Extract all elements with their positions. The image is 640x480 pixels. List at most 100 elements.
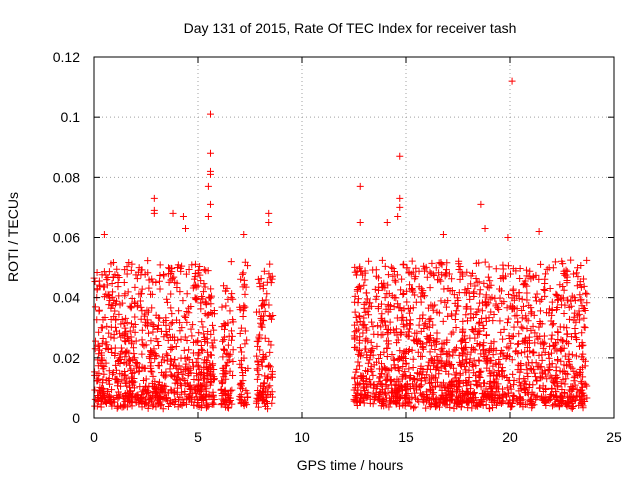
data-point <box>412 298 420 306</box>
data-point <box>140 364 148 372</box>
data-point <box>571 372 579 380</box>
data-point <box>398 275 406 283</box>
data-point <box>442 269 450 277</box>
data-point <box>420 321 428 329</box>
data-point <box>394 356 402 364</box>
data-point <box>579 404 587 412</box>
data-point <box>185 382 193 390</box>
data-point <box>189 338 197 346</box>
data-point <box>550 378 558 386</box>
data-point <box>178 262 186 270</box>
data-point <box>225 356 233 364</box>
data-point <box>381 294 389 302</box>
data-point <box>461 289 469 297</box>
data-point <box>470 327 478 335</box>
data-point <box>388 292 396 300</box>
data-point <box>490 338 498 346</box>
data-point <box>507 339 515 347</box>
data-point <box>194 361 202 369</box>
data-point <box>226 387 234 395</box>
data-point <box>422 263 430 271</box>
data-point <box>172 343 180 351</box>
data-point <box>111 344 119 352</box>
data-point <box>154 325 162 333</box>
data-point <box>264 405 272 413</box>
data-point <box>108 402 116 410</box>
data-point <box>197 305 205 313</box>
data-point <box>193 294 201 302</box>
data-point <box>167 276 175 284</box>
data-point <box>569 402 577 410</box>
data-point <box>237 356 245 364</box>
data-point <box>366 395 374 403</box>
data-point <box>176 380 184 388</box>
data-point <box>149 402 157 410</box>
data-point <box>357 267 365 275</box>
data-point <box>574 264 582 272</box>
data-point <box>496 285 503 293</box>
data-point <box>131 283 139 291</box>
data-point <box>429 395 437 403</box>
data-point <box>563 273 571 281</box>
data-point <box>228 386 236 394</box>
data-point <box>204 371 212 379</box>
data-point <box>378 381 386 389</box>
data-point <box>509 287 517 295</box>
data-point <box>367 348 375 356</box>
data-point <box>539 387 547 395</box>
data-point <box>394 336 402 344</box>
data-point <box>229 295 237 303</box>
data-point <box>571 324 579 332</box>
data-point <box>565 402 573 410</box>
data-point <box>133 275 141 283</box>
data-point <box>390 361 398 369</box>
data-point <box>556 401 564 409</box>
data-point <box>411 389 419 397</box>
data-point <box>503 343 511 351</box>
data-point <box>383 337 391 345</box>
data-point <box>102 376 110 384</box>
data-point <box>462 311 470 319</box>
data-point <box>539 338 547 346</box>
data-point <box>167 360 175 368</box>
data-point <box>114 279 122 287</box>
data-point <box>469 345 477 353</box>
data-point <box>386 399 394 407</box>
outlier-point <box>206 110 214 118</box>
data-point <box>363 308 371 316</box>
data-point <box>91 345 99 353</box>
data-point <box>415 267 423 275</box>
data-point <box>390 393 398 401</box>
data-point <box>109 369 117 377</box>
data-point <box>93 268 101 276</box>
data-point <box>363 289 371 297</box>
data-point <box>189 321 197 329</box>
data-point <box>138 399 146 407</box>
data-point <box>373 292 381 300</box>
data-point <box>430 362 438 370</box>
data-point <box>471 282 479 290</box>
data-point <box>142 390 150 398</box>
data-point <box>473 308 481 316</box>
data-point <box>437 277 445 285</box>
outlier-point <box>396 152 404 160</box>
data-point <box>135 368 143 376</box>
data-point <box>137 315 145 323</box>
data-point <box>438 261 446 269</box>
data-point <box>409 355 417 363</box>
data-point <box>209 344 217 352</box>
data-point <box>202 358 210 366</box>
data-point <box>581 324 589 332</box>
data-point <box>489 362 497 370</box>
data-point <box>203 348 211 356</box>
data-point <box>528 390 536 398</box>
data-point <box>426 334 434 342</box>
data-point <box>486 372 494 380</box>
data-point <box>400 289 408 297</box>
data-point <box>543 397 551 405</box>
data-point <box>564 355 572 363</box>
data-point <box>449 351 457 359</box>
data-point <box>467 310 475 318</box>
data-point <box>426 348 434 356</box>
data-point <box>136 297 144 305</box>
